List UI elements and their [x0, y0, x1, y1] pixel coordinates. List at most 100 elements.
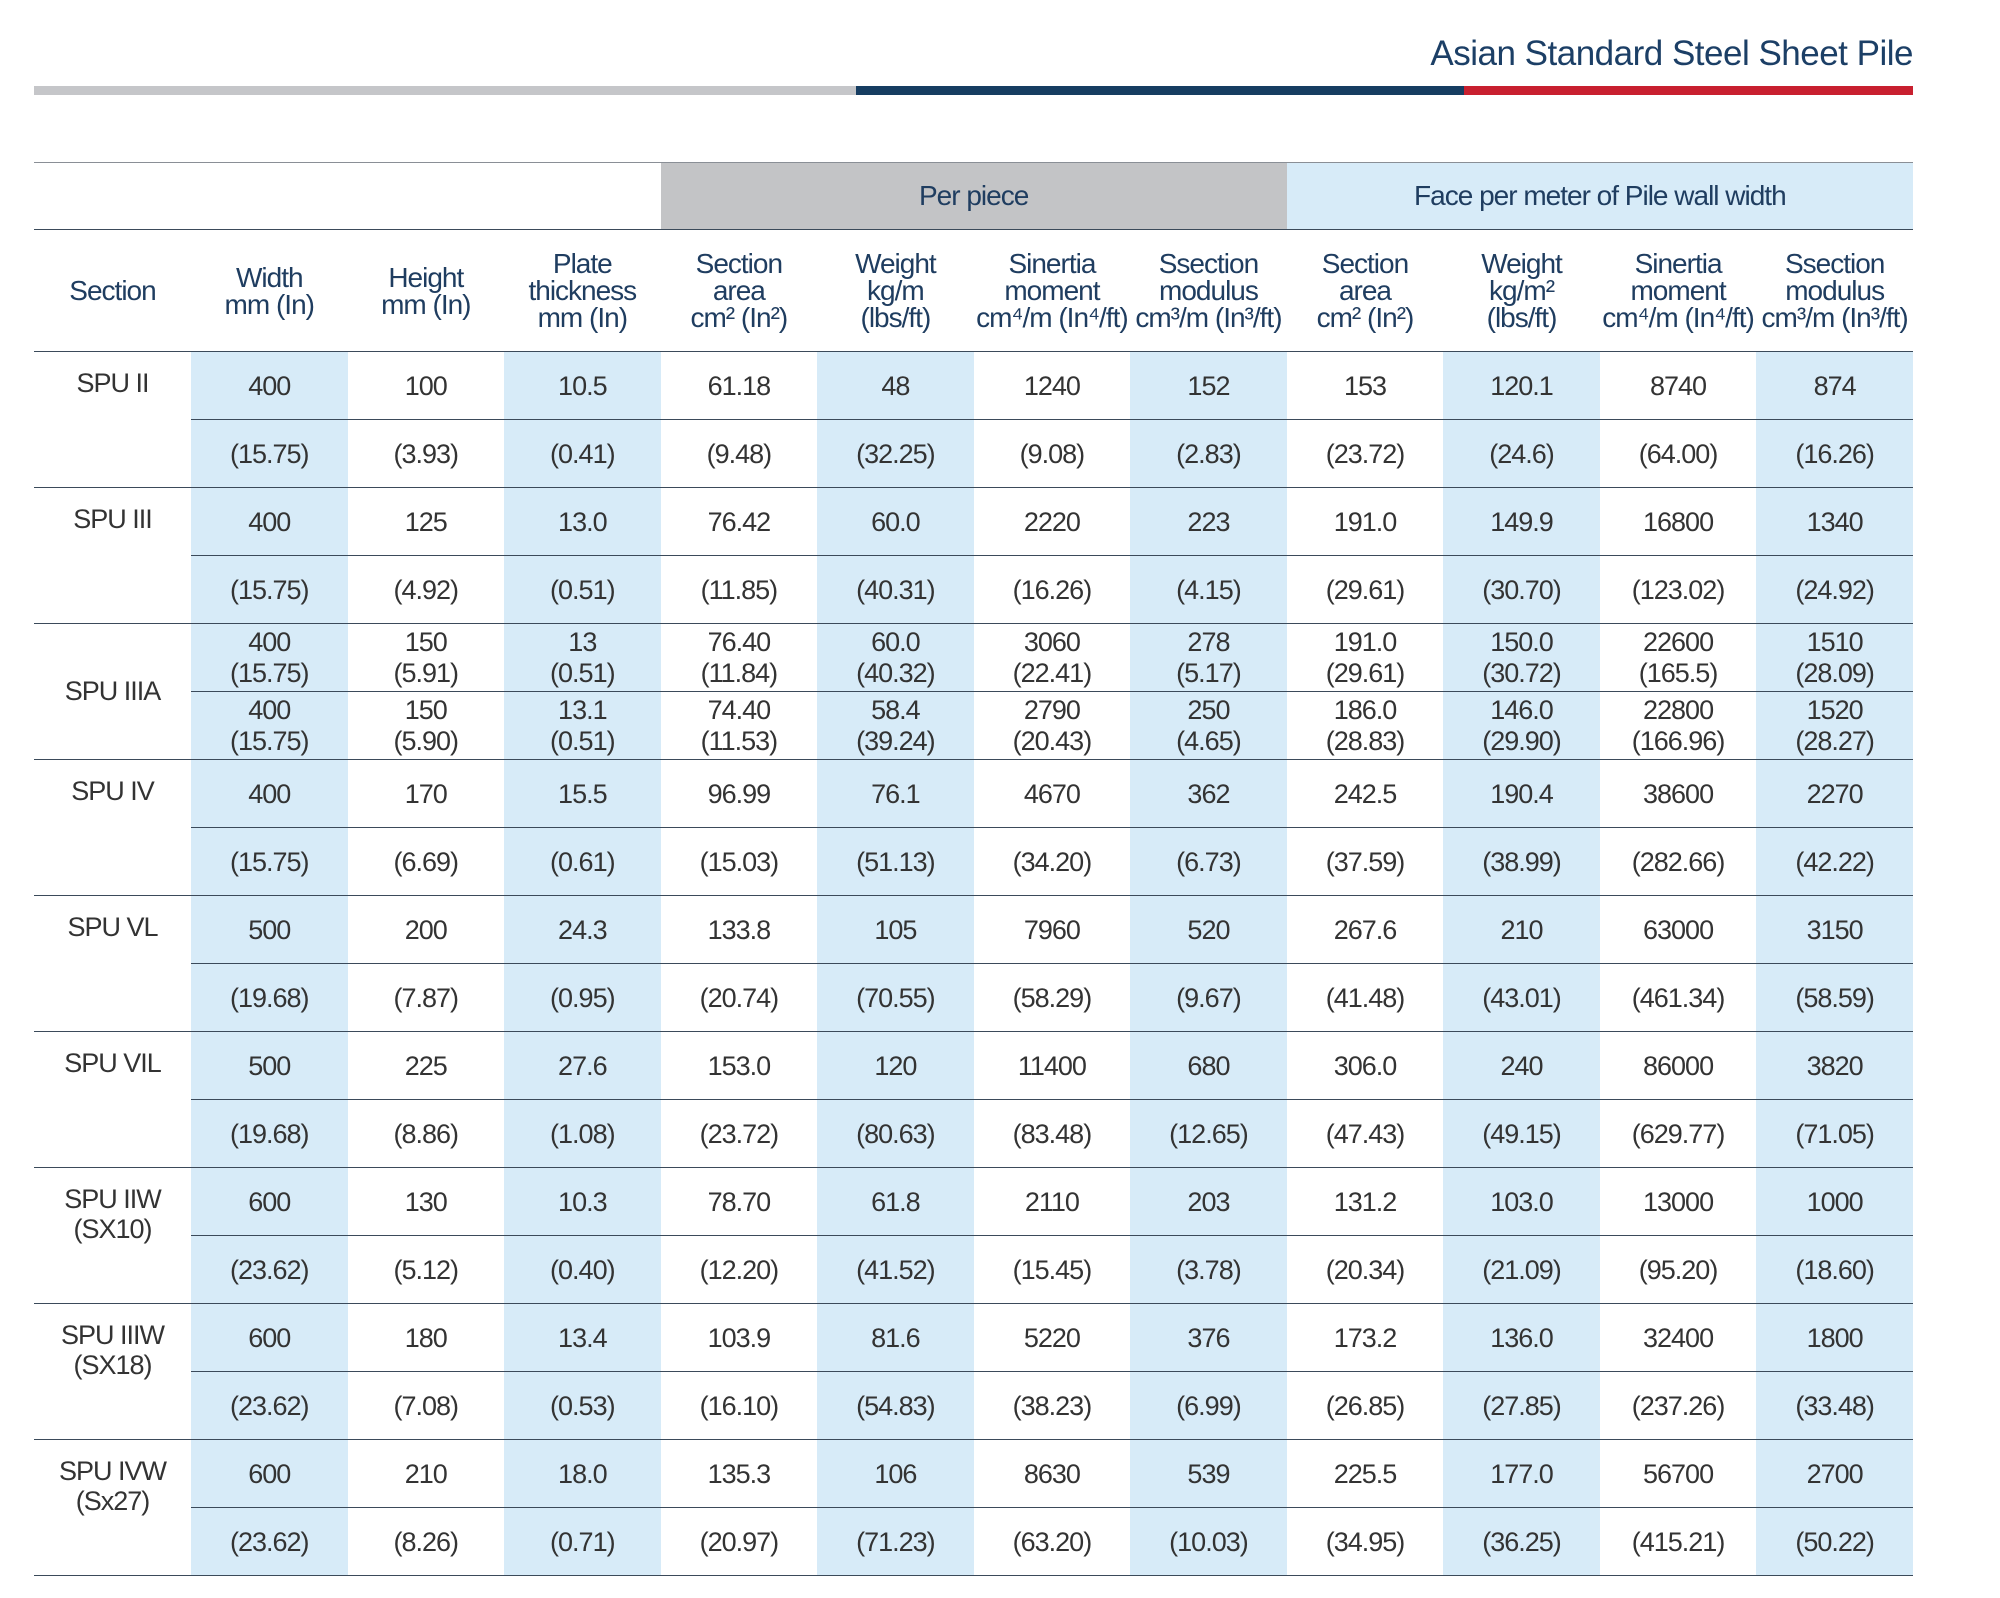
data-cell: 18.0 — [504, 1439, 661, 1508]
cell-line: 3060 — [1023, 626, 1081, 657]
cell-line: Sinertia — [1634, 248, 1723, 279]
page-title: Asian Standard Steel Sheet Pile — [1430, 34, 1913, 73]
cell-line: Width — [235, 261, 304, 293]
cell-line: (SX18) — [73, 1350, 152, 1380]
data-cell: (71.05) — [1756, 1099, 1913, 1168]
data-row: SPU IIIA 400 (15.75) 150 (5.91) 13 (0.51) 76.40… — [34, 623, 1913, 760]
data-cell: (0.41) — [504, 419, 661, 488]
cell-line: (29.90) — [1482, 725, 1562, 756]
data-row: 400 (15.75) 150 (5.90) 13.1 (0.51) 74.40 (11.53… — [34, 691, 1913, 760]
group-header: Face per meter of Pile wall width — [1286, 162, 1913, 230]
data-cell: 150 (5.91) — [347, 623, 505, 692]
data-cell: (9.48) — [660, 419, 818, 488]
cell-line: modulus — [1159, 275, 1259, 306]
data-cell: (23.72) — [1286, 419, 1444, 488]
data-cell: (6.69) — [347, 827, 505, 896]
rule-gray — [34, 86, 856, 95]
cell-line: modulus — [1785, 275, 1885, 306]
data-row: (19.68) (8.86) (1.08) (23.72) (80.63) (83.48)… — [34, 1099, 1913, 1168]
group-blank — [34, 162, 661, 230]
cell-line: 1520 — [1806, 694, 1864, 725]
column-header: Weight kg/m² (lbs/ft) — [1443, 229, 1600, 352]
cell-line: 13.1 — [558, 694, 608, 725]
data-cell: (80.63) — [817, 1099, 974, 1168]
data-row: SPU IIW (SX10) 600 130 10.3 78.70 61.8 2110 203 1… — [34, 1167, 1913, 1304]
data-cell: (0.53) — [504, 1371, 661, 1440]
data-cell: 130 — [347, 1167, 505, 1236]
section-name: SPU IV — [34, 759, 191, 896]
data-cell: 10.3 — [504, 1167, 661, 1236]
data-cell: (34.20) — [973, 827, 1131, 896]
data-cell: 149.9 — [1443, 487, 1600, 556]
data-cell: (95.20) — [1599, 1235, 1757, 1304]
column-header: Height mm (In) — [347, 229, 505, 352]
cell-line: SPU IIIA — [64, 676, 162, 706]
data-cell: 1800 — [1756, 1303, 1913, 1372]
data-cell: (282.66) — [1599, 827, 1757, 896]
data-cell: (70.55) — [817, 963, 974, 1032]
data-row: SPU II 400 100 10.5 61.18 48 1240 152 153 120.1 87… — [34, 351, 1913, 488]
data-cell: (9.08) — [973, 419, 1131, 488]
data-cell: 63000 — [1599, 895, 1757, 964]
data-row: (19.68) (7.87) (0.95) (20.74) (70.55) (58.29)… — [34, 963, 1913, 1032]
data-cell: (9.67) — [1130, 963, 1287, 1032]
rule-red — [1464, 86, 1913, 95]
cell-line: cm⁴/m (In⁴/ft) — [976, 302, 1129, 333]
data-cell: 78.70 — [660, 1167, 818, 1236]
data-cell: 131.2 — [1286, 1167, 1444, 1236]
data-cell: (7.08) — [347, 1371, 505, 1440]
data-cell: 500 — [191, 895, 348, 964]
data-cell: (20.74) — [660, 963, 818, 1032]
data-cell: 240 — [1443, 1031, 1600, 1100]
data-cell: 400 (15.75) — [191, 691, 348, 760]
data-cell: 400 — [191, 487, 348, 556]
cell-line: thickness — [528, 275, 637, 306]
data-cell: 56700 — [1599, 1439, 1757, 1508]
data-cell: (30.70) — [1443, 555, 1600, 624]
data-cell: 539 — [1130, 1439, 1287, 1508]
cell-line: (11.84) — [700, 657, 779, 688]
data-cell: (20.34) — [1286, 1235, 1444, 1304]
section-name: SPU IIIW (SX18) — [34, 1303, 191, 1440]
data-cell: (5.12) — [347, 1235, 505, 1304]
cell-line: cm² (In²) — [1316, 302, 1415, 333]
data-cell: (36.25) — [1443, 1507, 1600, 1576]
data-cell: (32.25) — [817, 419, 974, 488]
cell-line: cm⁴/m (In⁴/ft) — [1602, 302, 1755, 333]
data-row: SPU VIL 500 225 27.6 153.0 120 11400 680 306.0 24… — [34, 1031, 1913, 1168]
cell-line: (29.61) — [1325, 657, 1406, 688]
cell-line: (165.5) — [1638, 657, 1719, 688]
data-cell: (415.21) — [1599, 1507, 1757, 1576]
data-cell: (6.73) — [1130, 827, 1287, 896]
column-header: Ssection modulus cm³/m (In³/ft) — [1756, 229, 1913, 352]
data-cell: 376 — [1130, 1303, 1287, 1372]
cell-line: Section — [695, 248, 783, 279]
column-header-row: Section Width mm (In) Height mm (In) Plate thi… — [34, 229, 1913, 352]
cell-line: 13 — [568, 626, 597, 657]
data-row: (15.75) (3.93) (0.41) (9.48) (32.25) (9.08) (2… — [34, 419, 1913, 488]
data-cell: 1520 (28.27) — [1756, 691, 1913, 760]
cell-line: (Sx27) — [75, 1486, 151, 1516]
data-cell: 74.40 (11.53) — [660, 691, 818, 760]
data-cell: (23.62) — [191, 1235, 348, 1304]
data-cell: 76.42 — [660, 487, 818, 556]
data-cell: (40.31) — [817, 555, 974, 624]
data-cell: 3150 — [1756, 895, 1913, 964]
data-cell: (0.71) — [504, 1507, 661, 1576]
data-cell: (629.77) — [1599, 1099, 1757, 1168]
data-cell: (8.26) — [347, 1507, 505, 1576]
data-cell: 173.2 — [1286, 1303, 1444, 1372]
data-cell: 58.4 (39.24) — [817, 691, 974, 760]
data-cell: 500 — [191, 1031, 348, 1100]
data-row: SPU III 400 125 13.0 76.42 60.0 2220 223 191.0 14… — [34, 487, 1913, 624]
cell-line: (0.51) — [550, 725, 616, 756]
data-cell: 600 — [191, 1303, 348, 1372]
data-cell: 13000 — [1599, 1167, 1757, 1236]
cell-line: SPU IIIW — [60, 1320, 165, 1350]
data-cell: 10.5 — [504, 351, 661, 420]
data-cell: (3.78) — [1130, 1235, 1287, 1304]
data-cell: 13.0 — [504, 487, 661, 556]
cell-line: (0.51) — [550, 657, 616, 688]
data-cell: 100 — [347, 351, 505, 420]
data-row: (15.75) (4.92) (0.51) (11.85) (40.31) (16.26)… — [34, 555, 1913, 624]
